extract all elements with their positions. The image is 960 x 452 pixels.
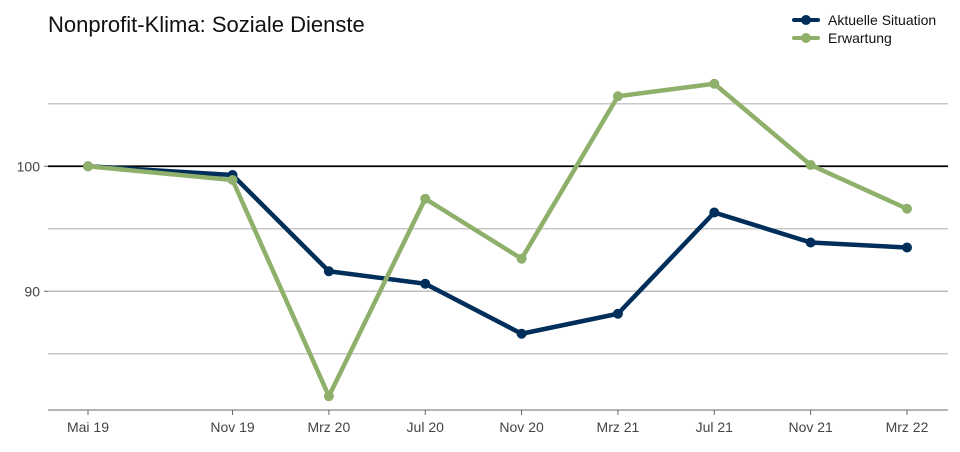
series-line-erwartung [85, 81, 910, 399]
data-point-aktuelle-situation [420, 278, 431, 289]
legend-item-erwartung: Erwartung [790, 29, 936, 47]
chart-title: Nonprofit-Klima: Soziale Dienste [48, 12, 365, 37]
data-point-erwartung [323, 391, 334, 402]
series-line-aktuelle-situation [85, 164, 910, 336]
data-point-erwartung [612, 91, 623, 102]
x-tick-label: Mrz 20 [307, 419, 350, 435]
x-tick-label: Nov 20 [499, 419, 544, 435]
x-tick-label: Jul 20 [407, 419, 445, 435]
y-tick-label: 90 [24, 283, 40, 299]
x-tick-label: Mai 19 [67, 419, 109, 435]
x-tick-label: Mrz 22 [886, 419, 929, 435]
legend-label-erwartung: Erwartung [828, 30, 892, 46]
legend-key-erwartung [790, 29, 822, 47]
data-point-aktuelle-situation [709, 207, 720, 218]
data-point-aktuelle-situation [612, 308, 623, 319]
x-tick-label: Nov 19 [210, 419, 255, 435]
x-tick-label: Mrz 21 [597, 419, 640, 435]
legend: Aktuelle Situation Erwartung [790, 11, 936, 47]
x-tick-label: Nov 21 [788, 419, 833, 435]
data-point-erwartung [805, 160, 816, 170]
data-point-erwartung [709, 78, 720, 89]
data-point-aktuelle-situation [323, 266, 334, 277]
data-point-erwartung [227, 175, 238, 185]
data-point-aktuelle-situation [516, 328, 527, 339]
data-point-erwartung [83, 161, 93, 172]
legend-item-aktuelle-situation: Aktuelle Situation [790, 11, 936, 29]
x-tick-label: Jul 21 [696, 419, 734, 435]
data-point-erwartung [420, 193, 431, 204]
legend-key-aktuelle-situation [790, 11, 822, 29]
data-point-aktuelle-situation [805, 237, 816, 248]
y-tick-label: 100 [17, 158, 41, 174]
data-point-erwartung [902, 203, 912, 214]
data-point-aktuelle-situation [902, 242, 912, 253]
legend-label-aktuelle-situation: Aktuelle Situation [828, 12, 937, 28]
data-point-erwartung [516, 253, 527, 264]
